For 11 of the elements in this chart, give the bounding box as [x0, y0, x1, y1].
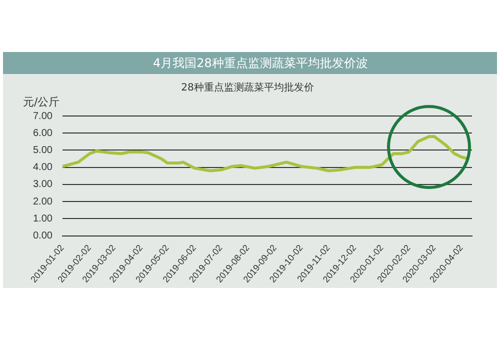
y-tick-label: 5.00 [32, 144, 53, 156]
y-tick-label: 3.00 [32, 179, 53, 190]
y-tick-label: 4.00 [32, 162, 53, 174]
chart-subtitle: 28种重点监测蔬菜平均批发价 [181, 82, 314, 94]
y-tick-label: 7.00 [32, 110, 53, 122]
y-tick-label: 2.00 [32, 196, 53, 208]
y-tick-label: 1.00 [32, 213, 53, 224]
chart-title: 4月我国28种重点监测蔬菜平均批发价波 [3, 52, 497, 74]
y-tick-label: 0.00 [32, 230, 53, 242]
y-axis-title: 元/公斤 [23, 95, 60, 108]
y-tick-label: 6.00 [32, 128, 53, 139]
